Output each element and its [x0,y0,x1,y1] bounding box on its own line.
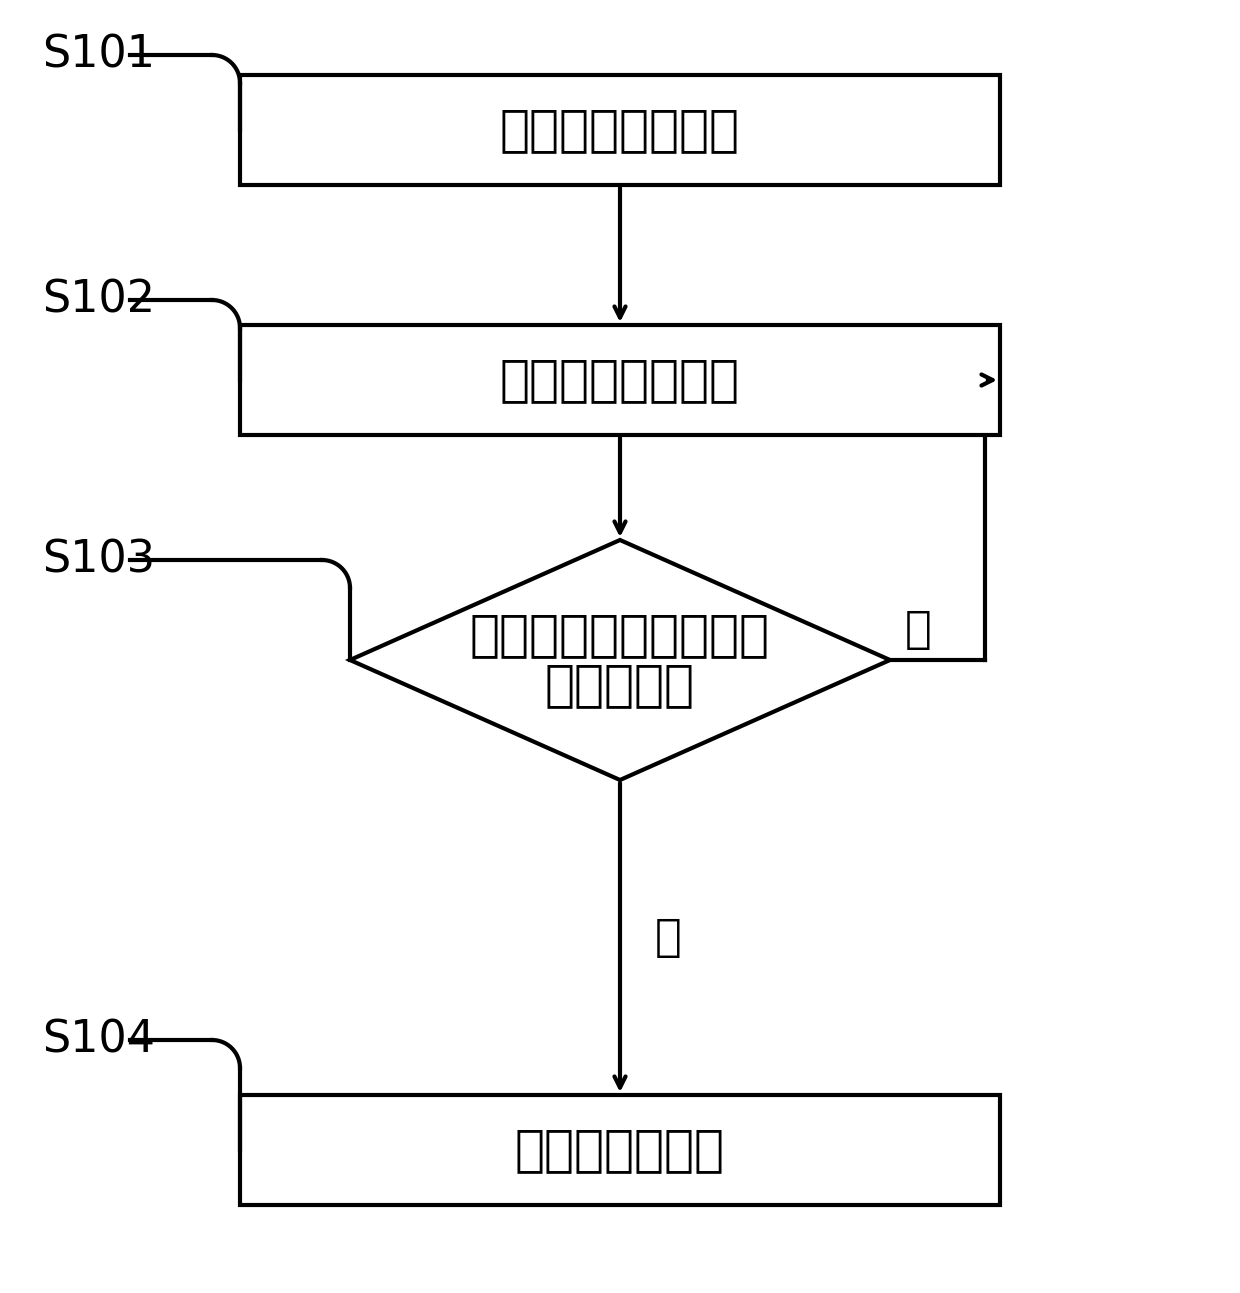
Text: S101: S101 [42,34,155,76]
Text: S102: S102 [42,278,155,322]
Text: 否: 否 [655,915,682,959]
Bar [241,325,999,434]
Text: 是否有数据: 是否有数据 [546,661,694,709]
Text: 写入数据并结束: 写入数据并结束 [515,1126,725,1174]
Polygon shape [350,540,890,780]
Text: 判断锁定缓存存储地址: 判断锁定缓存存储地址 [470,610,770,659]
Text: 锁定缓存存储地址: 锁定缓存存储地址 [500,356,740,403]
Text: 是: 是 [905,609,931,652]
Bar [241,1095,999,1205]
Bar [241,75,999,185]
Text: 从数据库请求数据: 从数据库请求数据 [500,106,740,154]
Text: S103: S103 [42,538,155,582]
Text: S104: S104 [42,1019,155,1062]
